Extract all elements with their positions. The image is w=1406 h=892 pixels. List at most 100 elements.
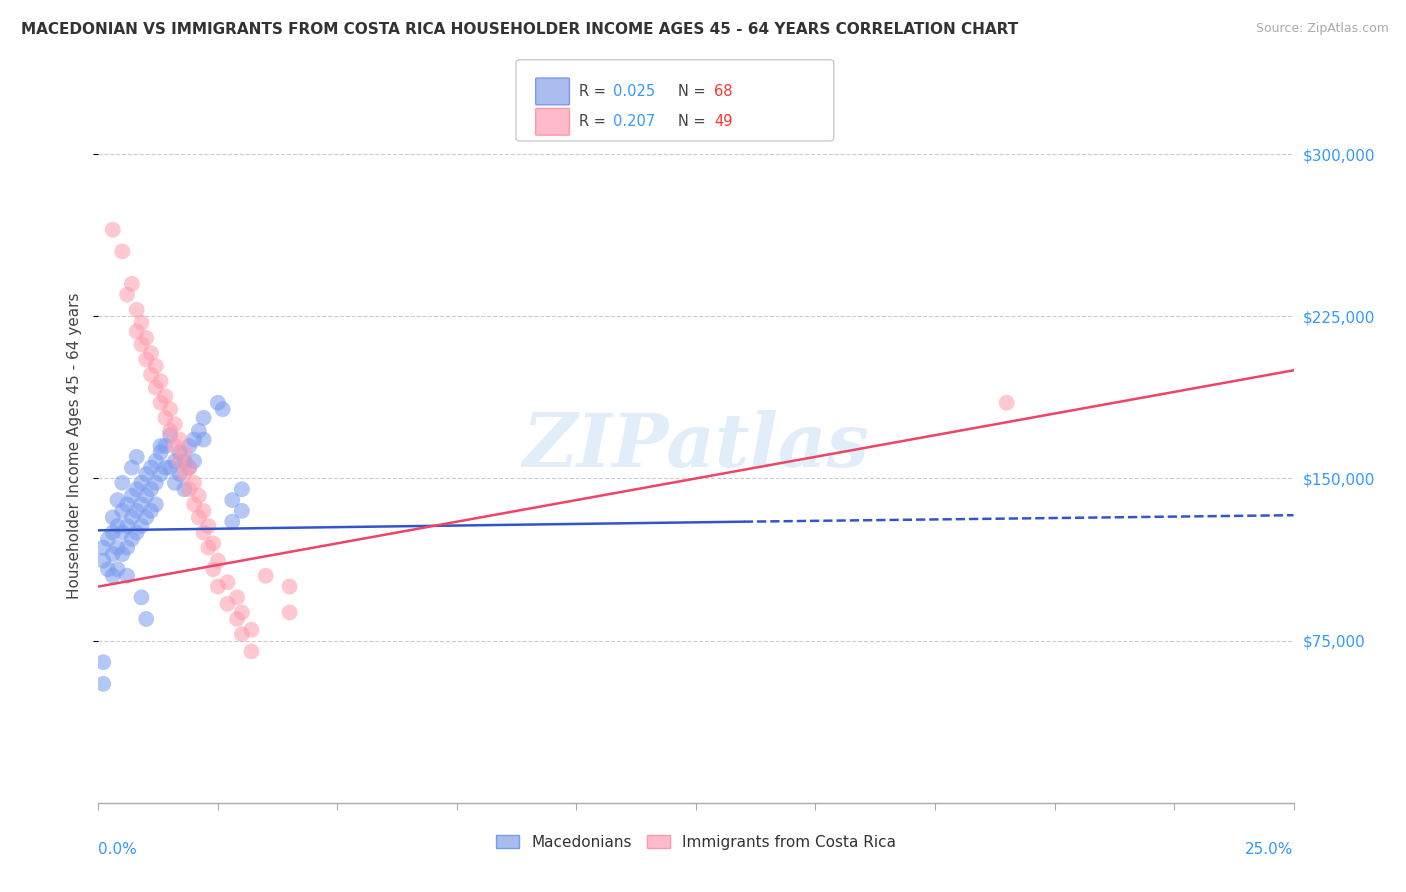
Point bbox=[125, 302, 148, 317]
Point bbox=[183, 475, 205, 490]
Point bbox=[169, 445, 191, 459]
Point bbox=[197, 541, 219, 555]
Point bbox=[159, 428, 181, 442]
Point bbox=[91, 655, 114, 669]
Text: 0.0%: 0.0% bbox=[98, 842, 138, 857]
Text: 68: 68 bbox=[714, 84, 733, 99]
Point bbox=[115, 541, 138, 555]
Point bbox=[135, 612, 157, 626]
Point bbox=[163, 417, 186, 432]
Point bbox=[226, 612, 249, 626]
Point bbox=[179, 439, 201, 453]
Point bbox=[197, 519, 219, 533]
Text: N =: N = bbox=[678, 84, 710, 99]
Point bbox=[139, 368, 162, 382]
Point bbox=[111, 525, 134, 540]
Point bbox=[131, 591, 153, 605]
Point bbox=[226, 591, 249, 605]
Point bbox=[207, 580, 229, 594]
Point bbox=[231, 627, 253, 641]
Point bbox=[163, 454, 186, 468]
Point bbox=[202, 536, 225, 550]
Point bbox=[115, 497, 138, 511]
Point bbox=[97, 532, 120, 546]
Point bbox=[173, 482, 195, 496]
Point bbox=[135, 467, 157, 482]
Point bbox=[107, 541, 129, 555]
Point bbox=[179, 460, 201, 475]
Point bbox=[121, 510, 143, 524]
Point bbox=[101, 525, 124, 540]
Point bbox=[155, 460, 177, 475]
Point bbox=[179, 460, 201, 475]
Point bbox=[183, 497, 205, 511]
Point bbox=[145, 497, 167, 511]
Point bbox=[169, 433, 191, 447]
Point bbox=[217, 575, 239, 590]
Point bbox=[131, 475, 153, 490]
Point bbox=[139, 504, 162, 518]
Point bbox=[125, 450, 148, 464]
Point bbox=[125, 504, 148, 518]
Point bbox=[139, 346, 162, 360]
Point bbox=[107, 562, 129, 576]
Point bbox=[149, 467, 172, 482]
Point bbox=[193, 525, 215, 540]
Point bbox=[254, 568, 277, 582]
Point bbox=[121, 277, 143, 291]
Point bbox=[169, 454, 191, 468]
Point bbox=[159, 460, 181, 475]
Point bbox=[149, 445, 172, 459]
Point bbox=[131, 519, 153, 533]
Text: 0.025: 0.025 bbox=[613, 84, 655, 99]
Point bbox=[135, 510, 157, 524]
Point bbox=[207, 396, 229, 410]
Point bbox=[183, 433, 205, 447]
Point bbox=[149, 439, 172, 453]
Point bbox=[101, 223, 124, 237]
Point bbox=[149, 374, 172, 388]
Point bbox=[179, 482, 201, 496]
Point bbox=[111, 547, 134, 561]
Point bbox=[125, 325, 148, 339]
Point bbox=[145, 381, 167, 395]
Point bbox=[97, 562, 120, 576]
Text: 25.0%: 25.0% bbox=[1246, 842, 1294, 857]
Point bbox=[187, 510, 209, 524]
Point bbox=[131, 497, 153, 511]
Point bbox=[121, 532, 143, 546]
Point bbox=[187, 424, 209, 438]
Point bbox=[131, 316, 153, 330]
Point bbox=[139, 482, 162, 496]
Point bbox=[183, 454, 205, 468]
Point bbox=[115, 568, 138, 582]
Point bbox=[145, 359, 167, 373]
Point bbox=[278, 606, 301, 620]
Text: ZIPatlas: ZIPatlas bbox=[523, 409, 869, 483]
Point bbox=[115, 519, 138, 533]
Point bbox=[101, 547, 124, 561]
Point bbox=[107, 493, 129, 508]
Text: 49: 49 bbox=[714, 114, 733, 129]
Point bbox=[159, 402, 181, 417]
Point bbox=[207, 553, 229, 567]
Point bbox=[155, 389, 177, 403]
Point bbox=[995, 396, 1018, 410]
Point bbox=[173, 454, 195, 468]
Point bbox=[91, 541, 114, 555]
Point bbox=[139, 460, 162, 475]
Point bbox=[187, 489, 209, 503]
Point bbox=[163, 439, 186, 453]
Point bbox=[202, 562, 225, 576]
Point bbox=[121, 460, 143, 475]
Point bbox=[193, 410, 215, 425]
Point bbox=[135, 352, 157, 367]
Point bbox=[149, 396, 172, 410]
Point bbox=[231, 606, 253, 620]
Point bbox=[131, 337, 153, 351]
Point bbox=[91, 553, 114, 567]
Point bbox=[155, 439, 177, 453]
Point bbox=[121, 489, 143, 503]
Text: R =: R = bbox=[579, 114, 610, 129]
Text: 0.207: 0.207 bbox=[613, 114, 655, 129]
